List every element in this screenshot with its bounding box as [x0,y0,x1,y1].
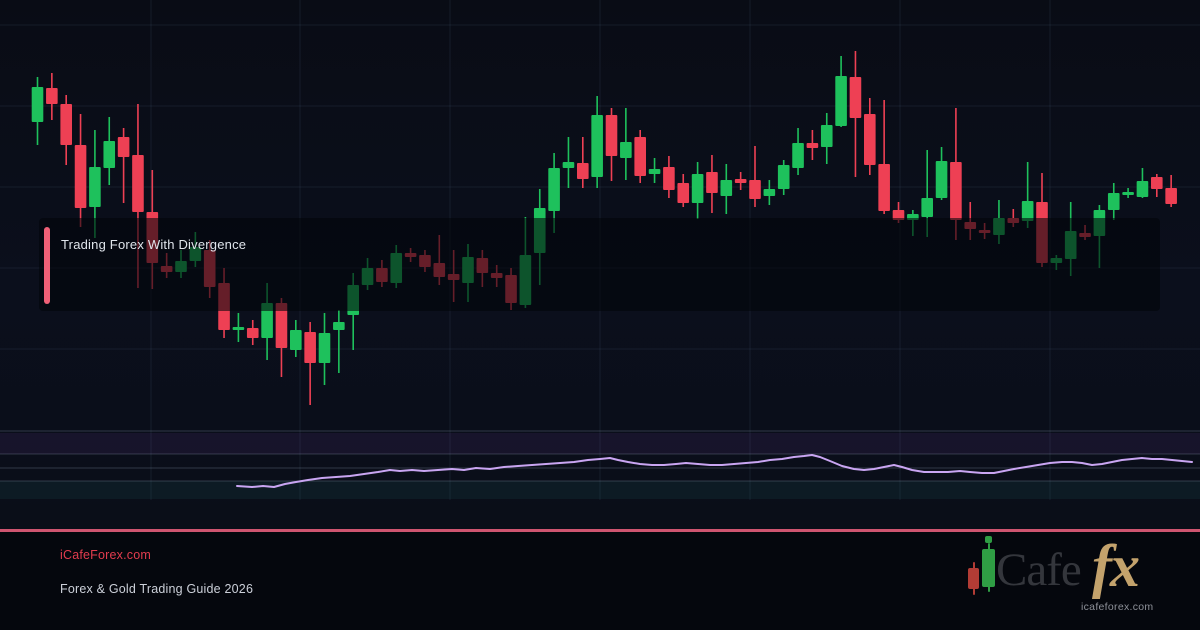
logo-green-candle-icon [982,549,995,587]
footer-bar: iCafeForex.com Forex & Gold Trading Guid… [0,532,1200,630]
chart-title: Trading Forex With Divergence [61,237,247,252]
title-accent-bar [44,227,50,304]
icafefx-logo: Cafe fx icafeforex.com [960,532,1190,630]
logo-red-candle-icon [968,568,979,589]
logo-cafe-text: Cafe [996,544,1082,596]
logo-fx-text: fx [1092,533,1140,599]
logo-url-text: icafeforex.com [1081,601,1154,613]
tagline-text: Forex & Gold Trading Guide 2026 [60,582,254,596]
pink-divider-line [0,529,1200,532]
site-name-text: iCafeForex.com [60,548,152,562]
logo-green-candle-dot-icon [985,536,992,543]
title-overlay-panel: Trading Forex With Divergence [39,218,1160,311]
